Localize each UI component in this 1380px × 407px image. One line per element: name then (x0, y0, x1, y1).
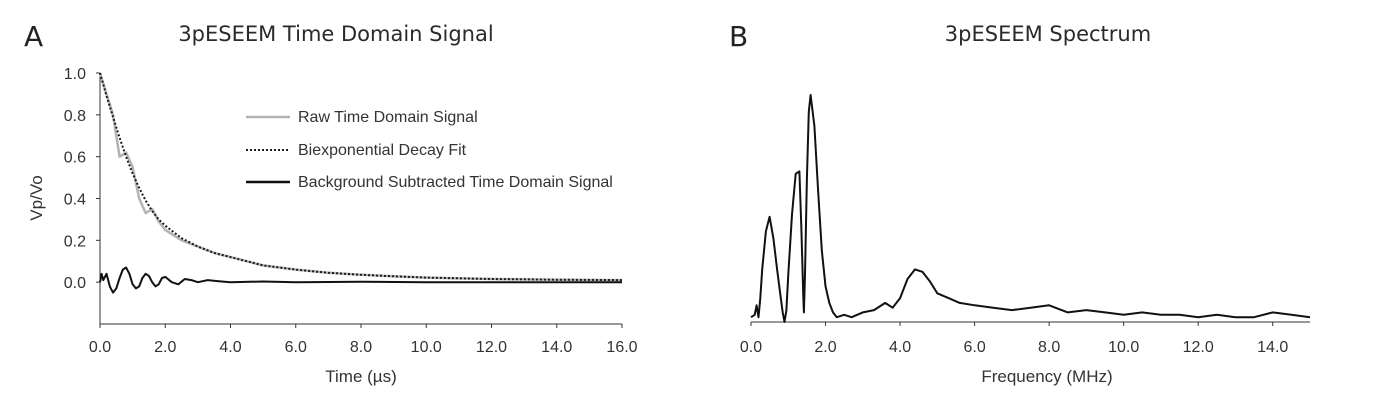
series-bgsub-line (99, 266, 622, 294)
panel-a-y-tick-label: 0.4 (64, 192, 86, 209)
panel-b-x-tick-label: 14.0 (1257, 339, 1288, 356)
panel-a-legend: Raw Time Domain Signal Biexponential Dec… (246, 109, 613, 191)
panel-b-x-tick-label: 4.0 (889, 339, 911, 356)
panel-a-x-tick-label: 14.0 (541, 339, 572, 356)
panel-b-plot: 0.0 2.0 4.0 6.0 8.0 10.0 12.0 14.0 Frequency (M… (740, 94, 1311, 386)
panel-a-x-tick-label: 6.0 (285, 339, 307, 356)
panel-b-series (750, 94, 1311, 323)
panel-a-x-tick-label: 10.0 (411, 339, 442, 356)
panel-a-x-tick-label: 16.0 (606, 339, 637, 356)
panel-a-y-tick-label: 0.8 (64, 108, 86, 125)
panel-b-title: 3pESEEM Spectrum (945, 22, 1151, 46)
panel-b-x-tick-label: 10.0 (1108, 339, 1139, 356)
panel-a-series (98, 72, 623, 294)
panel-a-title: 3pESEEM Time Domain Signal (178, 22, 493, 46)
panel-a-x-label: Time (µs) (325, 367, 397, 386)
panel-b-x-tick-label: 8.0 (1038, 339, 1060, 356)
legend-label-fit: Biexponential Decay Fit (298, 142, 467, 159)
panel-a-y-ticks: 0.0 0.2 0.4 0.6 0.8 1.0 (64, 66, 100, 292)
panel-a-y-tick-label: 1.0 (64, 66, 86, 83)
panel-a-letter: A (24, 20, 43, 53)
legend-label-raw: Raw Time Domain Signal (298, 109, 478, 126)
legend-label-bgsub: Background Subtracted Time Domain Signal (298, 174, 613, 191)
panel-a-x-tick-label: 0.0 (89, 339, 111, 356)
panel-a-x-ticks: 0.0 2.0 4.0 6.0 8.0 10.0 12.0 14.0 16.0 (89, 324, 638, 356)
panel-b-x-tick-label: 6.0 (963, 339, 985, 356)
panel-a-x-tick-label: 4.0 (219, 339, 241, 356)
series-spectrum-line (750, 94, 1311, 323)
panel-b-x-tick-label: 0.0 (740, 339, 762, 356)
panel-b-x-tick-label: 2.0 (814, 339, 836, 356)
panel-a-x-tick-label: 2.0 (154, 339, 176, 356)
panel-b-x-tick-label: 12.0 (1183, 339, 1214, 356)
panel-b-letter: B (729, 20, 748, 53)
panel-a-x-tick-label: 12.0 (476, 339, 507, 356)
panel-a-y-tick-label: 0.2 (64, 233, 86, 250)
panel-b-x-ticks: 0.0 2.0 4.0 6.0 8.0 10.0 12.0 14.0 (740, 322, 1288, 356)
series-fit-line (99, 72, 623, 282)
panel-a-y-tick-label: 0.0 (64, 275, 86, 292)
panel-a-y-label: Vp/Vo (27, 175, 46, 220)
panel-b-x-label: Frequency (MHz) (981, 367, 1112, 386)
panel-a-y-tick-label: 0.6 (64, 150, 86, 167)
panel-a-x-tick-label: 8.0 (350, 339, 372, 356)
panel-a-plot: 0.0 0.2 0.4 0.6 0.8 1.0 0.0 2.0 4.0 6.0 8.0 10.0 12… (27, 66, 638, 386)
